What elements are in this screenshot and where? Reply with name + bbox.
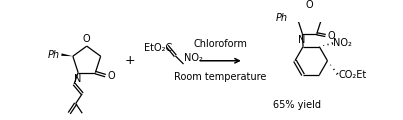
Polygon shape [288,18,298,20]
Text: O: O [306,0,314,10]
Text: O: O [107,71,115,81]
Text: N: N [298,35,305,45]
Text: +: + [125,54,135,67]
Text: NO₂: NO₂ [333,38,352,48]
Text: NO₂: NO₂ [184,53,203,63]
Text: 65% yield: 65% yield [272,100,320,110]
Text: Room temperature: Room temperature [174,72,267,82]
Text: N: N [74,74,81,84]
Text: EtO₂C: EtO₂C [145,43,173,53]
Text: CO₂Et: CO₂Et [338,70,366,80]
Text: O: O [83,34,91,45]
Text: Ph: Ph [275,13,287,23]
Text: Chloroform: Chloroform [193,39,247,49]
Text: Ph: Ph [48,50,60,60]
Text: O: O [327,30,335,41]
Polygon shape [61,53,73,56]
